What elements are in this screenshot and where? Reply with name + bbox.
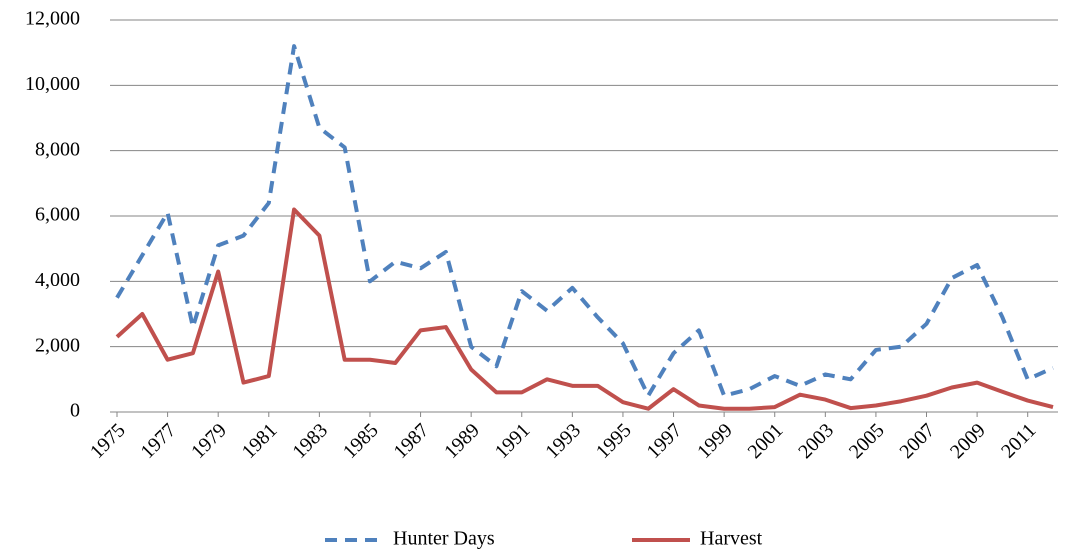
x-tick-label: 1975 <box>86 419 130 463</box>
series-line <box>115 207 1054 411</box>
legend-label: Hunter Days <box>393 528 495 550</box>
y-tick-label: 10,000 <box>25 73 80 95</box>
x-tick-label: 2009 <box>946 419 990 463</box>
x-tick-label: 1983 <box>288 419 332 463</box>
x-tick-label: 2001 <box>744 419 788 463</box>
x-tick-label: 1995 <box>592 419 636 463</box>
x-tick-label: 1985 <box>339 419 383 463</box>
x-tick-label: 2003 <box>794 419 838 463</box>
y-tick-label: 4,000 <box>35 269 80 291</box>
y-tick-label: 6,000 <box>35 204 80 226</box>
x-tick-label: 1987 <box>390 419 434 463</box>
x-tick-label: 2007 <box>895 419 939 463</box>
x-tick-label: 1981 <box>238 419 282 463</box>
y-tick-label: 12,000 <box>25 8 80 30</box>
x-tick-label: 1997 <box>642 419 686 463</box>
x-tick-label: 2005 <box>845 419 889 463</box>
x-tick-label: 1979 <box>187 419 231 463</box>
x-tick-label: 1993 <box>541 419 585 463</box>
x-tick-label: 2011 <box>997 419 1040 462</box>
x-tick-label: 1999 <box>693 419 737 463</box>
x-tick-label: 1989 <box>440 419 484 463</box>
y-tick-label: 8,000 <box>35 138 80 160</box>
y-tick-label: 2,000 <box>35 334 80 356</box>
x-tick-label: 1991 <box>491 419 535 463</box>
y-tick-label: 0 <box>70 400 80 422</box>
x-tick-label: 1977 <box>137 419 181 463</box>
legend-label: Harvest <box>700 528 763 550</box>
series-line <box>115 44 1054 398</box>
